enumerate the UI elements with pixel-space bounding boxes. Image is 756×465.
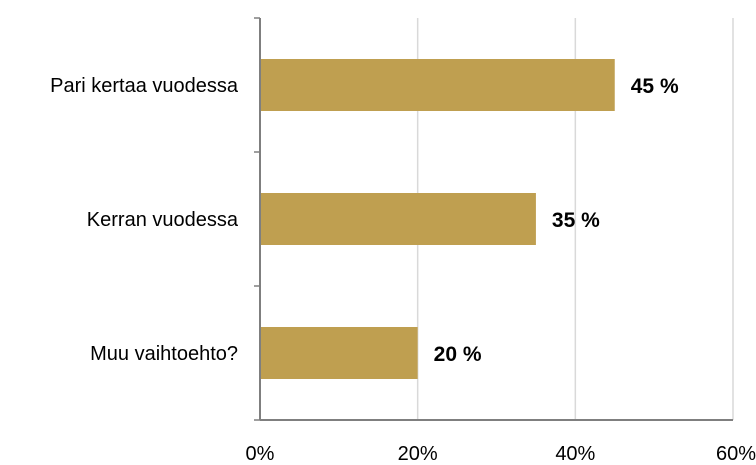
x-tick-label-60: 60%: [716, 443, 756, 465]
bar-3: [260, 327, 418, 379]
bars: [260, 59, 615, 379]
data-label-1: 45 %: [631, 75, 679, 98]
data-label-2: 35 %: [552, 209, 600, 232]
category-label-2: Kerran vuodessa: [87, 209, 239, 231]
category-label-3: Muu vaihtoehto?: [90, 343, 238, 365]
category-label-1: Pari kertaa vuodessa: [50, 75, 239, 97]
x-tick-label-40: 40%: [555, 443, 595, 465]
bar-1: [260, 59, 615, 111]
bar-2: [260, 193, 536, 245]
labels: Pari kertaa vuodessa Kerran vuodessa Muu v…: [50, 75, 756, 465]
x-tick-label-0: 0%: [246, 443, 275, 465]
axes: [254, 17, 733, 421]
data-label-3: 20 %: [434, 343, 482, 366]
x-tick-label-20: 20%: [398, 443, 438, 465]
